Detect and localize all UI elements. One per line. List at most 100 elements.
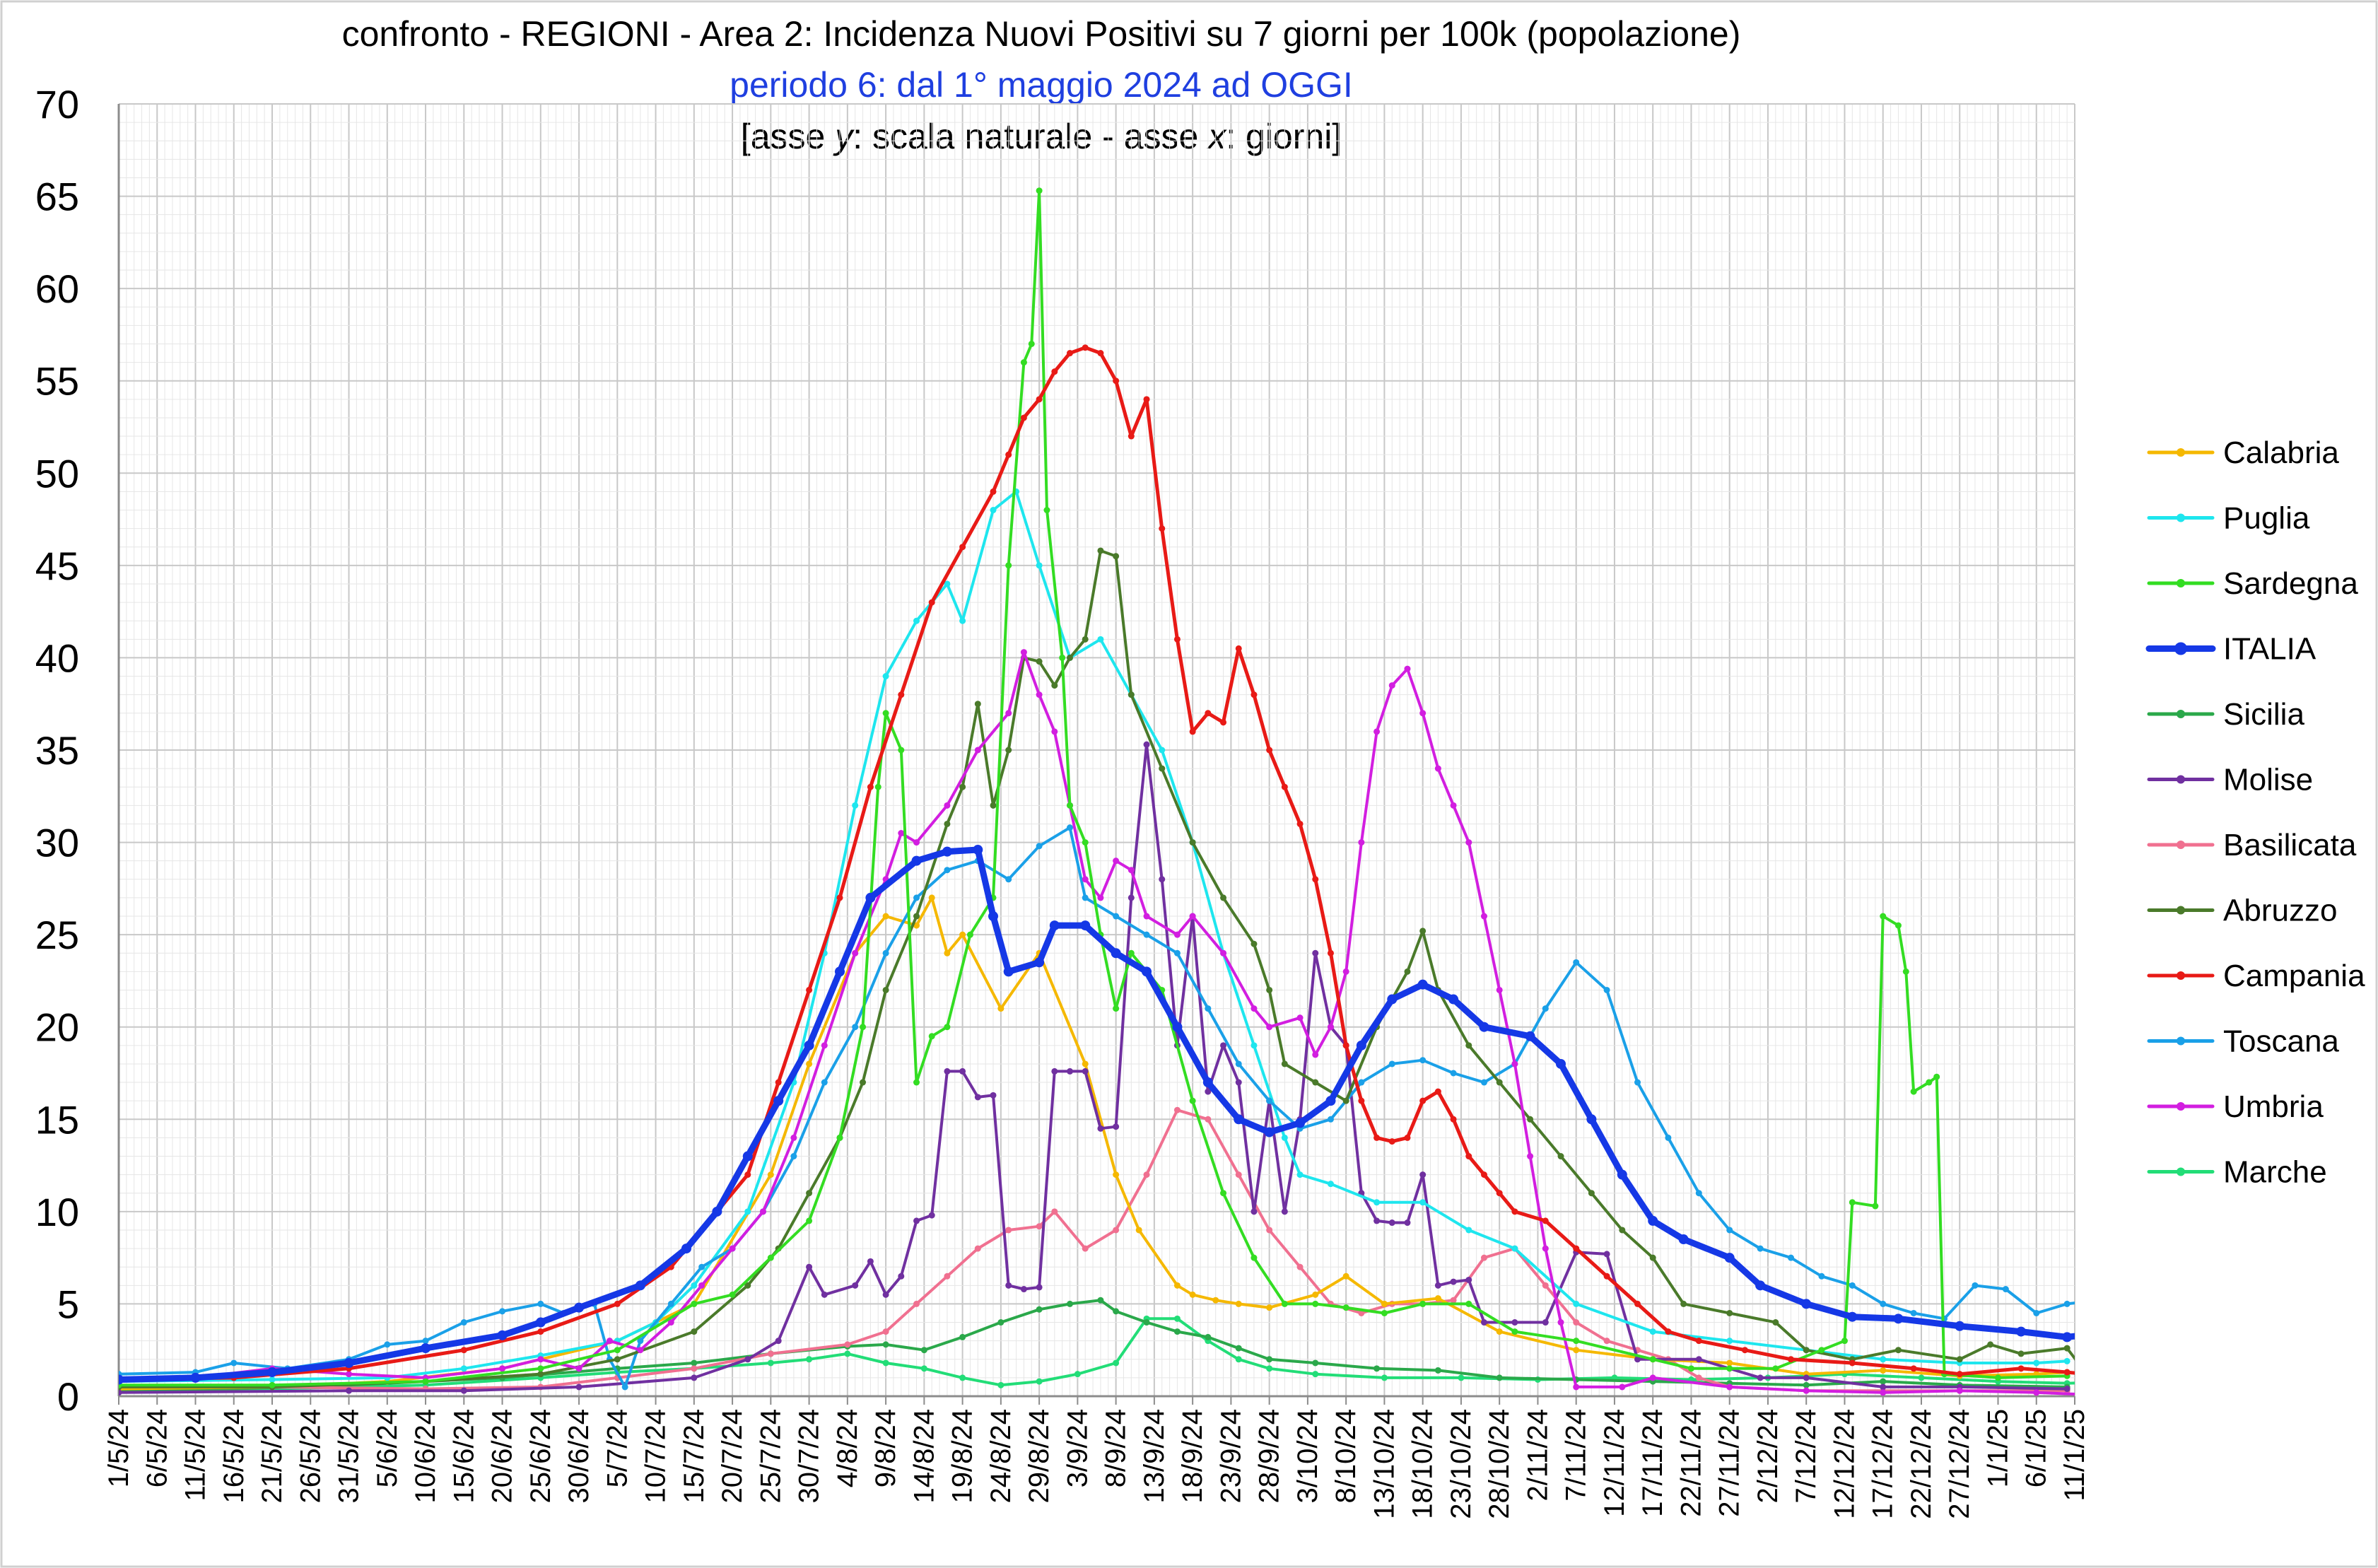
x-tick-label: 9/8/24: [870, 1409, 901, 1487]
data-point: [2033, 1309, 2040, 1316]
x-tick-label: 22/11/24: [1675, 1409, 1706, 1517]
data-point: [821, 1079, 828, 1086]
data-point: [2063, 1369, 2070, 1376]
data-point: [1542, 1319, 1549, 1326]
data-point: [1082, 1060, 1089, 1067]
legend-item-campania[interactable]: Campania: [2147, 959, 2365, 993]
data-point: [1067, 824, 1074, 831]
x-tick-label: 14/8/24: [908, 1409, 939, 1503]
data-point: [959, 1374, 966, 1381]
data-point: [1872, 1203, 1879, 1210]
legend-label: Calabria: [2223, 435, 2339, 470]
legend-item-sardegna[interactable]: Sardegna: [2147, 566, 2358, 601]
legend-item-toscana[interactable]: Toscana: [2147, 1024, 2339, 1059]
data-point: [990, 488, 997, 495]
data-point: [1358, 839, 1365, 846]
data-point: [1678, 1234, 1689, 1245]
data-point: [1419, 928, 1427, 935]
data-point: [744, 1171, 751, 1178]
series-molise: [119, 741, 2070, 1396]
legend-item-sicilia[interactable]: Sicilia: [2147, 697, 2304, 732]
data-point: [1527, 1116, 1534, 1123]
y-tick-label: 50: [35, 451, 79, 496]
data-point: [1757, 1374, 1764, 1381]
legend-item-basilicata[interactable]: Basilicata: [2147, 828, 2357, 862]
data-point: [1074, 1371, 1081, 1378]
data-point: [744, 1356, 751, 1363]
data-point: [1020, 1286, 1027, 1293]
series-lines: [119, 187, 2075, 1396]
data-point: [1281, 1300, 1288, 1307]
x-tick-label: 11/5/24: [180, 1409, 211, 1502]
x-tick-label: 18/9/24: [1177, 1409, 1208, 1503]
x-tick-label: 5/7/24: [602, 1409, 633, 1487]
data-point: [1143, 741, 1150, 748]
legend-item-calabria[interactable]: Calabria: [2147, 435, 2339, 470]
data-point: [1113, 1171, 1120, 1178]
legend-item-marche[interactable]: Marche: [2147, 1155, 2327, 1190]
data-point: [1542, 1245, 1549, 1252]
x-tick-label: 7/12/24: [1791, 1409, 1822, 1503]
legend-label: Toscana: [2223, 1024, 2339, 1059]
data-point: [1005, 451, 1012, 458]
data-point: [1465, 1300, 1472, 1307]
data-point: [966, 931, 973, 938]
data-point: [1933, 1073, 1940, 1080]
data-point: [773, 1096, 784, 1106]
data-point: [384, 1341, 391, 1348]
data-point: [1680, 1300, 1687, 1307]
data-point: [575, 1365, 582, 1372]
data-point: [944, 802, 951, 809]
data-point: [990, 507, 997, 514]
data-point: [269, 1376, 276, 1383]
data-point: [1880, 1389, 1887, 1396]
data-point: [1419, 1300, 1427, 1307]
x-tick-label: 23/9/24: [1215, 1409, 1246, 1503]
data-point: [1419, 1199, 1427, 1206]
legend-label: Abruzzo: [2223, 894, 2337, 928]
data-point: [1726, 1309, 1733, 1316]
data-point: [1264, 1127, 1275, 1137]
data-point: [1036, 1378, 1043, 1385]
data-point: [1159, 765, 1166, 772]
legend-item-umbria[interactable]: Umbria: [2147, 1089, 2324, 1124]
data-point: [1189, 1097, 1196, 1104]
series-line: [119, 846, 2075, 1383]
data-point: [1358, 1097, 1365, 1104]
data-point: [1189, 839, 1196, 846]
data-point: [1573, 1383, 1580, 1391]
data-point: [806, 1060, 813, 1067]
x-tick-label: 2/11/24: [1522, 1409, 1553, 1502]
legend-marker: [2177, 710, 2185, 718]
data-point: [1235, 1060, 1242, 1067]
data-point: [1067, 350, 1074, 357]
data-point: [1159, 747, 1166, 754]
legend-item-puglia[interactable]: Puglia: [2147, 501, 2310, 536]
data-point: [1972, 1282, 1979, 1289]
legend-label: Marche: [2223, 1155, 2327, 1190]
data-point: [1205, 1333, 1212, 1340]
data-point: [1082, 1245, 1089, 1252]
x-tick-label: 2/12/24: [1752, 1409, 1784, 1503]
data-point: [1801, 1299, 1812, 1309]
data-point: [1051, 368, 1058, 375]
legend-item-abruzzo[interactable]: Abruzzo: [2147, 894, 2337, 928]
data-point: [898, 830, 905, 837]
data-point: [1803, 1347, 1810, 1354]
legend-item-italia[interactable]: ITALIA: [2145, 632, 2316, 667]
data-point: [974, 1245, 981, 1252]
data-point: [667, 1319, 674, 1326]
data-point: [1113, 1308, 1120, 1315]
data-point: [1250, 691, 1258, 698]
data-point: [1281, 783, 1288, 790]
y-tick-label: 55: [35, 359, 79, 404]
data-point: [1434, 1282, 1441, 1289]
data-point: [606, 1338, 613, 1345]
data-point: [928, 599, 935, 606]
data-point: [913, 839, 920, 846]
data-point: [1388, 1138, 1395, 1145]
data-point: [1542, 1282, 1549, 1289]
legend-item-molise[interactable]: Molise: [2147, 763, 2313, 797]
